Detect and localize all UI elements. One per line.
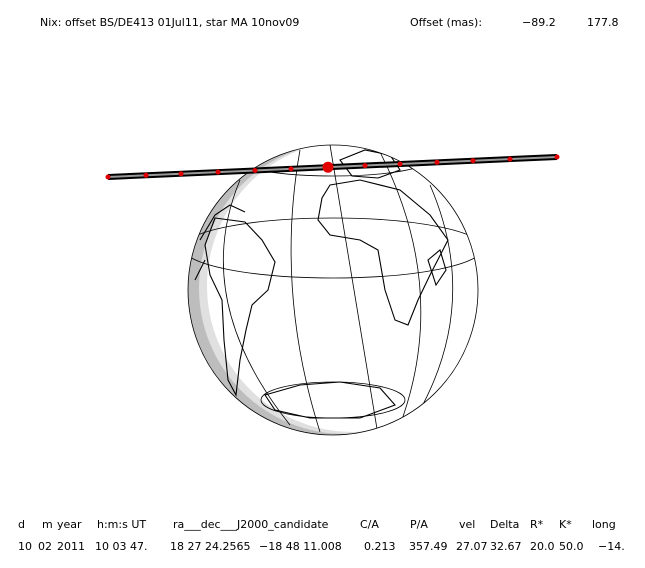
cell: 02: [38, 540, 52, 553]
cell: 50.0: [559, 540, 584, 553]
column-header: K*: [559, 518, 572, 531]
column-header: Delta: [490, 518, 519, 531]
cell: 27.07: [456, 540, 488, 553]
column-header: h:m:s UT: [97, 518, 146, 531]
column-header: year: [57, 518, 82, 531]
globe-outline: [187, 144, 479, 436]
data-table: d m year h:m:s UT ra___dec___J2000_candi…: [18, 518, 625, 553]
cell: 2011: [57, 540, 85, 553]
shadow-path: [105, 154, 560, 180]
offset-value: 177.8: [587, 16, 619, 29]
cell: 10 03 47.: [95, 540, 147, 553]
column-header: long: [592, 518, 616, 531]
cell: 10: [18, 540, 32, 553]
cell: −18 48 11.008: [259, 540, 342, 553]
cell: 0.213: [364, 540, 396, 553]
globe: [188, 145, 478, 435]
column-header: d: [18, 518, 25, 531]
cell: 32.67: [490, 540, 522, 553]
offset-value: −89.2: [522, 16, 556, 29]
column-header: C/A: [360, 518, 379, 531]
title: Nix: offset BS/DE413 01Jul11, star MA 10…: [40, 16, 299, 29]
column-header: m: [42, 518, 53, 531]
column-header: ra___dec___J2000_candidate: [173, 518, 329, 531]
cell: 20.0: [530, 540, 555, 553]
column-header: R*: [530, 518, 544, 531]
cell: −14.: [598, 540, 625, 553]
cell: 18 27 24.2565: [170, 540, 250, 553]
offset-label: Offset (mas):: [410, 16, 482, 29]
column-header: P/A: [410, 518, 428, 531]
cell: 357.49: [409, 540, 448, 553]
column-header: vel: [459, 518, 475, 531]
